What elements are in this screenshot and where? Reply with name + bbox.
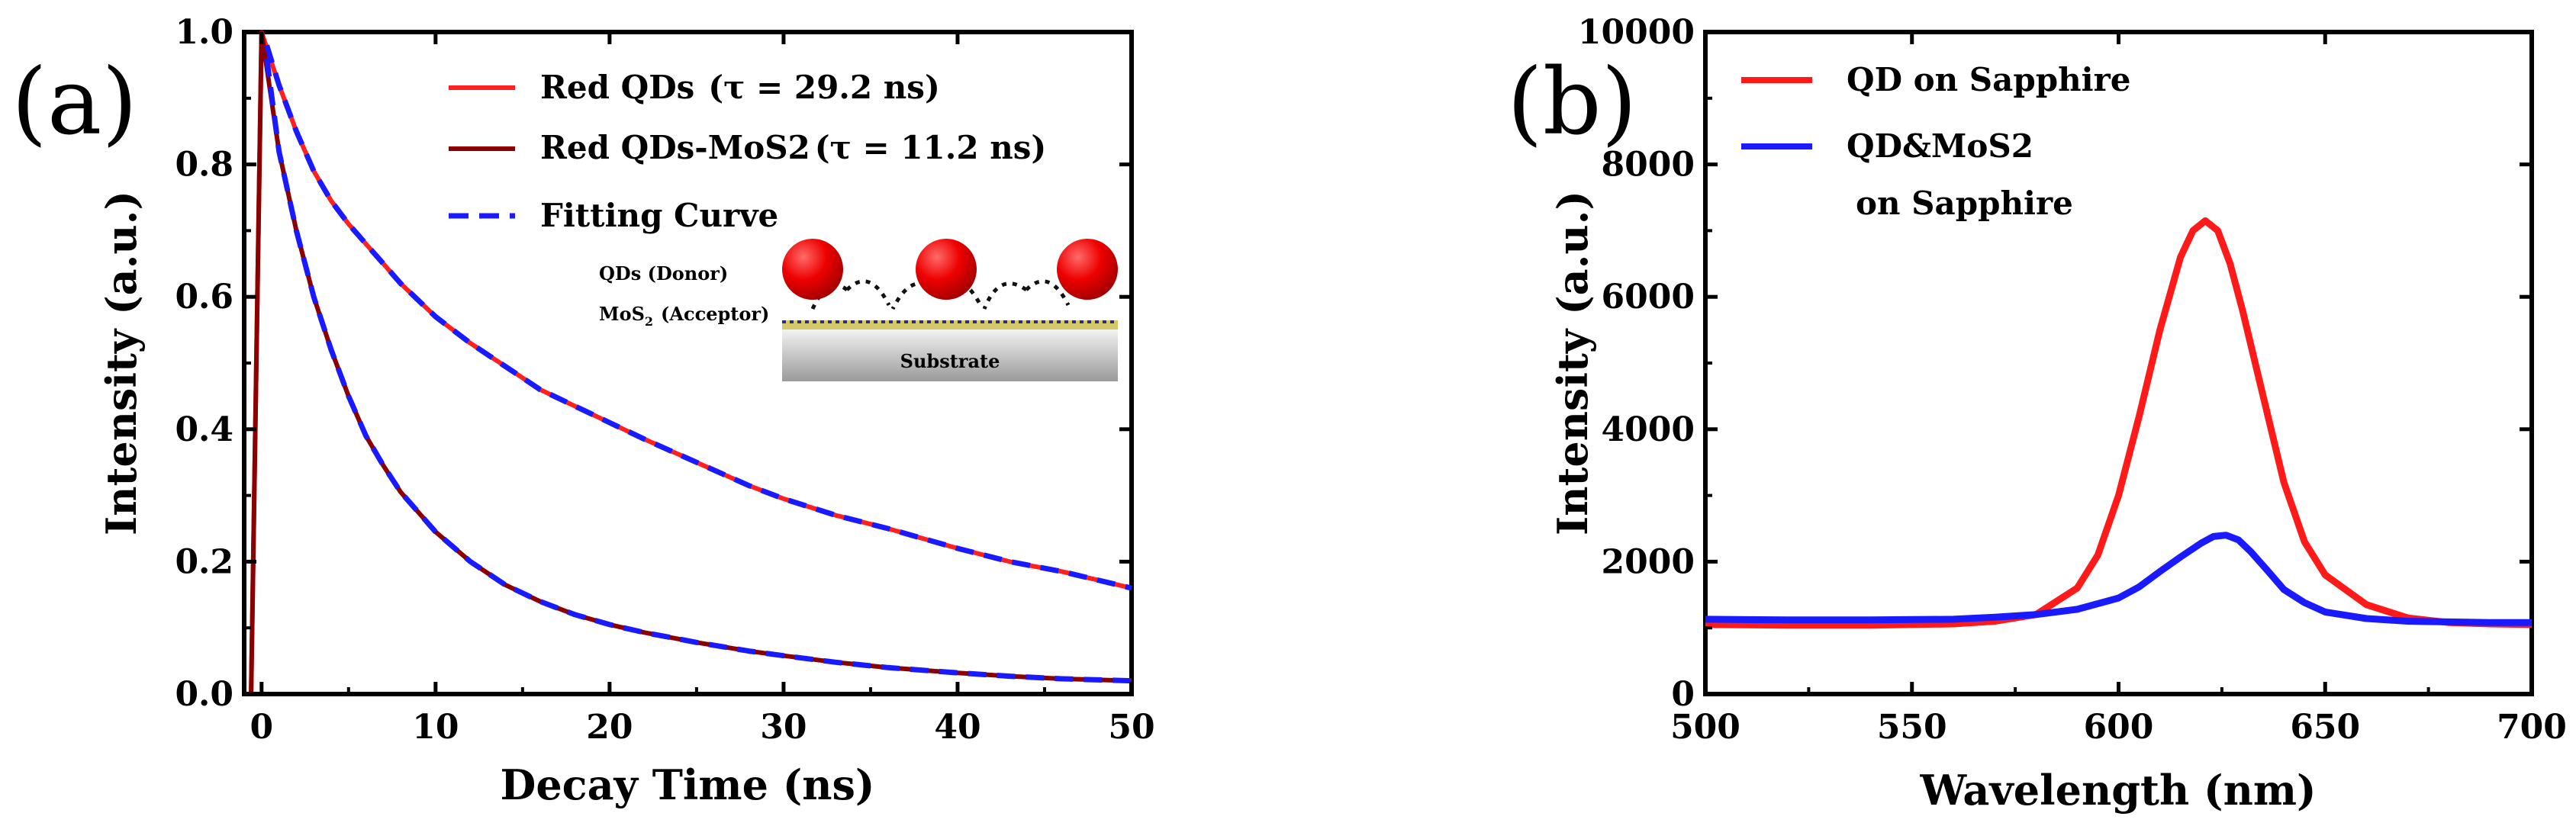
panel-b-y-tick-label: 6000 [1602,278,1695,317]
substrate-label: Substrate [900,350,1000,372]
panel-a-x-tick-label: 40 [934,708,980,747]
panel-b-y-tick-label: 4000 [1602,410,1695,449]
legend-label-qd-mos2-line2: on Sapphire [1856,185,2073,222]
panel-b-y-tick-label: 8000 [1602,146,1695,185]
energy-transfer-schematic: Substrate QDs (Donor) MoS2 (Acceptor) [599,239,1118,381]
panel-b-label: (b) [1507,50,1637,156]
panel-b-y-tick-label: 2000 [1602,542,1695,581]
panel-b-x-tick-label: 500 [1670,708,1740,747]
panel-a-x-tick-label: 10 [412,708,459,747]
panel-a: (a) 0 10 20 30 40 50 0.0 0.2 0.4 0.6 0.8 1.0 Decay … [11,13,1155,809]
panel-a-y-tick-label: 0.4 [175,410,233,449]
panel-b-x-tick-label: 550 [1877,708,1947,747]
legend-label-red-qds: Red QDs (τ = 29.2 ns) [540,69,940,106]
panel-b-x-axis-title: Wavelength (nm) [1919,766,2316,815]
panel-a-y-tick-label: 0.8 [175,146,233,185]
panel-a-x-tick-label: 50 [1108,708,1154,747]
dipole-coupling-lines [810,277,1071,310]
series-fitting-curve-1 [264,44,1132,591]
panel-b: (b) 500 550 600 650 700 0 2000 4000 6000 8000 1000… [1507,13,2567,815]
panel-a-ticks: 0 10 20 30 40 50 0.0 0.2 0.4 0.6 0.8 1.0 [175,13,1154,747]
quantum-dot-3 [1057,239,1118,300]
panel-a-y-tick-label: 1.0 [175,13,233,52]
panel-b-y-tick-label: 0 [1671,675,1695,714]
panel-a-plot-area [249,30,1132,695]
panel-a-y-tick-label: 0.0 [175,675,233,714]
panel-b-x-tick-label: 600 [2084,708,2154,747]
panel-b-x-tick-label: 650 [2290,708,2360,747]
legend-label-fitting-curve: Fitting Curve [540,197,778,234]
panel-a-x-axis-title: Decay Time (ns) [501,760,875,809]
panel-b-ticks: 500 550 600 650 700 0 2000 4000 6000 8000 10000 [1578,13,2567,747]
panel-a-x-tick-label: 30 [760,708,807,747]
panel-b-x-tick-label: 700 [2497,708,2567,747]
panel-b-y-axis-title: Intensity (a.u.) [1548,191,1597,535]
legend-label-red-qds-mos2: Red QDs-MoS2 (τ = 11.2 ns) [540,129,1046,166]
panel-a-label: (a) [11,50,137,156]
quantum-dot-2 [916,239,977,300]
legend-label-qd-on-sapphire: QD on Sapphire [1847,61,2130,98]
panel-a-x-tick-label: 20 [586,708,633,747]
panel-a-x-tick-label: 0 [250,708,273,747]
donor-label: QDs (Donor) [599,262,728,284]
panel-a-y-axis-title: Intensity (a.u.) [97,191,146,535]
quantum-dot-1 [782,239,843,300]
legend-label-qd-mos2-line1: QD&MoS2 [1847,127,2033,165]
substrate-layer [782,329,1118,381]
panel-a-y-tick-label: 0.6 [175,278,233,317]
series-qd-on-sapphire [1705,217,2533,629]
series-qd-mos2-on-sapphire [1705,532,2532,626]
panel-a-y-tick-label: 0.2 [175,542,233,581]
series-fitting-curve-2 [264,58,1132,684]
panel-a-legend: Red QDs (τ = 29.2 ns) Red QDs-MoS2 (τ = 11… [449,69,1046,234]
panel-b-legend: QD on Sapphire QD&MoS2 on Sapphire [1741,61,2130,222]
acceptor-label: MoS2 (Acceptor) [599,303,769,329]
panel-b-plot-area [1705,217,2533,629]
panel-b-y-tick-label: 10000 [1578,13,1695,52]
